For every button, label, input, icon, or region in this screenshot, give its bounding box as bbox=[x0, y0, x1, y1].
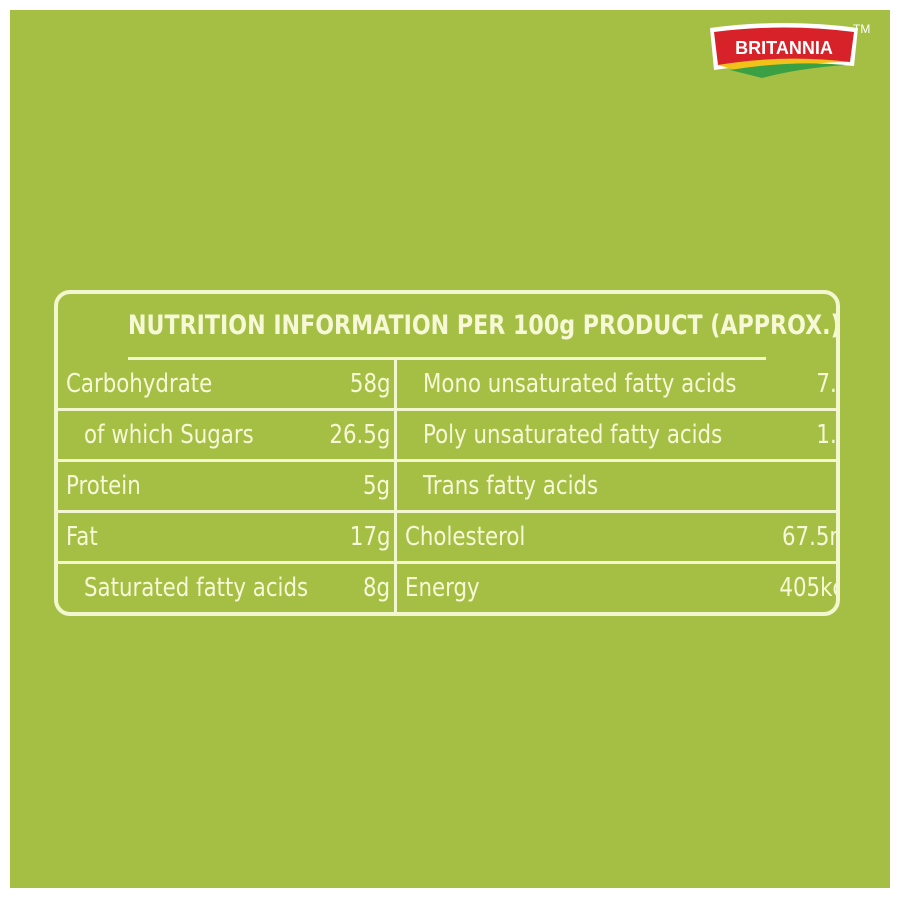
nutrient-value: 1.7g bbox=[816, 420, 837, 450]
nutrition-column-right: Mono unsaturated fatty acids 7.2g Poly u… bbox=[397, 360, 840, 612]
nutrient-value: 8g bbox=[363, 573, 391, 603]
nutrient-label: Saturated fatty acids bbox=[84, 573, 309, 603]
nutrient-value: 0g bbox=[836, 471, 840, 501]
nutrition-body: Carbohydrate 58g of which Sugars 26.5g P… bbox=[58, 360, 836, 612]
nutrient-label: Energy bbox=[405, 573, 481, 603]
nutrient-label: Poly unsaturated fatty acids bbox=[423, 420, 723, 450]
nutrient-label: Trans fatty acids bbox=[423, 471, 599, 501]
nutrient-label: of which Sugars bbox=[84, 420, 254, 450]
nutrient-row: Energy 405kcal bbox=[397, 564, 836, 612]
nutrient-row: Fat 17g bbox=[58, 513, 395, 564]
nutrient-row: Saturated fatty acids 8g bbox=[58, 564, 394, 612]
britannia-logo: BRITANNIA bbox=[700, 16, 878, 86]
nutrient-value: 5g bbox=[363, 471, 391, 501]
nutrient-label: Cholesterol bbox=[405, 522, 526, 552]
logo-graphic: BRITANNIA bbox=[710, 23, 858, 78]
nutrition-column-left: Carbohydrate 58g of which Sugars 26.5g P… bbox=[58, 360, 398, 612]
nutrient-row: of which Sugars 26.5g bbox=[58, 411, 395, 462]
nutrient-label: Carbohydrate bbox=[66, 369, 213, 399]
nutrient-row: Cholesterol 67.5mg bbox=[397, 513, 836, 564]
nutrient-row: Mono unsaturated fatty acids 7.2g bbox=[397, 360, 837, 411]
nutrient-label: Fat bbox=[66, 522, 98, 552]
nutrient-value: 17g bbox=[349, 522, 391, 552]
background-panel bbox=[10, 10, 890, 888]
nutrition-table: NUTRITION INFORMATION PER 100g PRODUCT (… bbox=[54, 290, 840, 616]
nutrient-row: Poly unsaturated fatty acids 1.7g bbox=[397, 411, 837, 462]
nutrient-row: Trans fatty acids 0g bbox=[397, 462, 840, 513]
nutrient-label: Protein bbox=[66, 471, 141, 501]
nutrition-title: NUTRITION INFORMATION PER 100g PRODUCT (… bbox=[128, 294, 836, 360]
logo-text: BRITANNIA bbox=[735, 38, 833, 58]
nutrient-value: 405kcal bbox=[779, 573, 836, 603]
nutrient-label: Mono unsaturated fatty acids bbox=[423, 369, 737, 399]
nutrient-value: 67.5mg bbox=[781, 522, 836, 552]
nutrient-value: 58g bbox=[349, 369, 391, 399]
trademark-symbol: TM bbox=[853, 22, 871, 36]
nutrient-row: Carbohydrate 58g bbox=[58, 360, 395, 411]
nutrient-row: Protein 5g bbox=[58, 462, 395, 513]
nutrient-value: 7.2g bbox=[816, 369, 837, 399]
nutrient-value: 26.5g bbox=[329, 420, 391, 450]
